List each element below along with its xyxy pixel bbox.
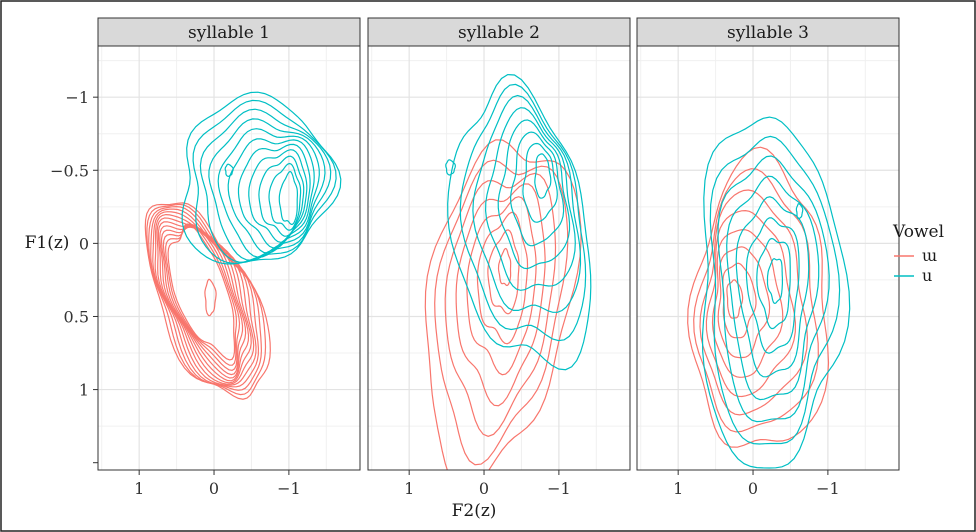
contour-line (146, 203, 267, 396)
contour-line (227, 138, 315, 254)
contour-line (472, 94, 582, 313)
y-axis-title: F1(z) (25, 233, 70, 253)
legend-entry-label: u (922, 266, 932, 285)
contour-line (444, 172, 557, 437)
x-tick-label: −1 (547, 479, 571, 498)
contour-line (709, 135, 841, 445)
contour-line (181, 91, 342, 265)
y-axis: −1 −0.5 0 0.5 1 (50, 88, 98, 464)
contour-line (735, 196, 810, 378)
y-tick-label: −1 (65, 88, 89, 107)
contour-line (693, 168, 819, 433)
panel-border (636, 45, 900, 471)
contour-line (484, 107, 576, 291)
density-contours (687, 116, 851, 469)
x-tick-label: 1 (404, 479, 414, 498)
density-contours (424, 73, 592, 470)
panel-border (97, 45, 361, 471)
plot-area (637, 46, 899, 470)
contour-line (167, 223, 236, 361)
legend: Vowel ɯu (892, 222, 944, 285)
x-tick-label: 0 (209, 479, 219, 498)
legend-entry-label: ɯ (922, 246, 937, 265)
contour-line (192, 99, 337, 265)
facet-strip-label: syllable 3 (727, 23, 809, 43)
contour-line (224, 163, 234, 178)
panel-border (367, 45, 631, 471)
facet-strip-label: syllable 2 (458, 23, 540, 43)
facet-panel-1: syllable 1 1 0 −1 (97, 17, 361, 498)
facet-strip (636, 17, 900, 47)
plot-area (368, 46, 630, 470)
facet-panel-3: syllable 3 1 0 −1 (636, 17, 900, 498)
contour-line (705, 209, 797, 398)
x-tick-label: −1 (816, 479, 840, 498)
y-tick-label: 0.5 (64, 307, 89, 326)
contour-line (278, 170, 298, 225)
contour-line (148, 205, 263, 391)
contour-line (459, 83, 587, 342)
contour-line (447, 73, 592, 371)
gridlines (368, 46, 630, 470)
contour-line (745, 217, 800, 354)
contour-line (534, 153, 552, 199)
contour-line (445, 159, 456, 176)
contour-line (522, 142, 558, 223)
contour-line (497, 119, 571, 270)
contour-line (268, 162, 302, 231)
y-tick-label: 0 (79, 234, 89, 253)
contour-line (756, 237, 791, 330)
contour-line (144, 202, 271, 400)
series-rounded (701, 116, 851, 469)
contour-line (487, 229, 520, 315)
contour-line (165, 223, 238, 366)
y-tick-label: 1 (79, 381, 89, 400)
y-tick-label: −0.5 (50, 161, 89, 180)
contour-line (726, 175, 820, 401)
contour-line (509, 131, 565, 247)
contour-line (455, 183, 546, 407)
series-unrounded (144, 202, 271, 400)
contour-line (795, 203, 804, 220)
contour-line (497, 247, 512, 287)
x-tick-label: 0 (479, 479, 489, 498)
contour-line (204, 278, 217, 317)
x-tick-label: 1 (673, 479, 683, 498)
x-tick-label: 1 (134, 479, 144, 498)
contour-line (717, 246, 771, 359)
gridlines (98, 46, 360, 470)
contour-line (476, 211, 529, 345)
x-tick-label: −1 (277, 479, 301, 498)
contour-line (701, 116, 851, 469)
contour-line (717, 155, 830, 423)
x-tick-label: 0 (748, 479, 758, 498)
contour-line (766, 258, 783, 305)
facet-strip-label: syllable 1 (188, 23, 270, 43)
contour-line (258, 155, 305, 237)
series-rounded (445, 73, 592, 371)
facet-panel-2: syllable 2 1 0 −1 (367, 17, 631, 498)
legend-title: Vowel (892, 222, 944, 242)
series-rounded (181, 91, 342, 265)
facet-strip (97, 17, 361, 47)
density-contours (144, 91, 342, 400)
x-axis-title: F2(z) (452, 501, 497, 521)
contour-line (150, 208, 260, 388)
